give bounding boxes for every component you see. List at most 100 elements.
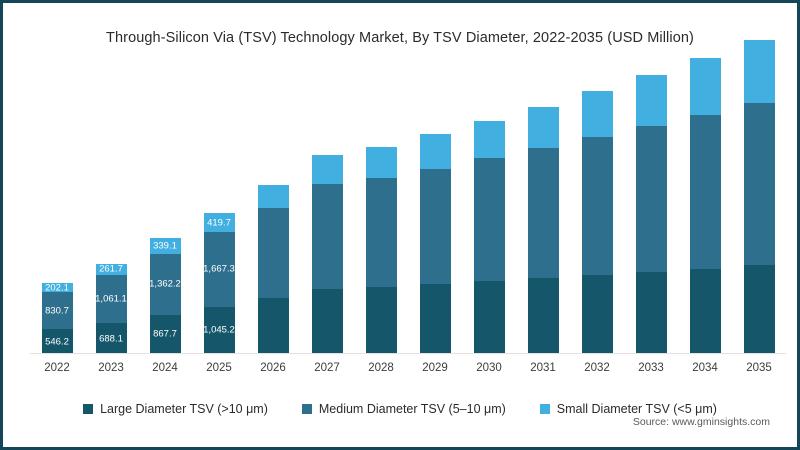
bar-value-label: 261.7 [99, 263, 123, 275]
bar-value-label: 830.7 [45, 304, 69, 316]
x-axis-tick-label: 2024 [152, 362, 178, 374]
bar-column[interactable]: 339.1 1,362.2 867.7 [138, 66, 192, 354]
bar-stack[interactable] [419, 134, 451, 354]
bar-segment[interactable]: 1,362.2 [149, 253, 181, 315]
bar-segment[interactable] [689, 268, 721, 354]
bar-group: 202.1 830.7 546.2 261.7 1,061.1 688.1 339.1 1,3… [30, 40, 786, 354]
bar-column[interactable] [246, 66, 300, 354]
bar-segment[interactable]: 830.7 [41, 292, 73, 330]
bar-stack[interactable] [311, 154, 343, 354]
legend-item[interactable]: Small Diameter TSV (<5 μm) [539, 402, 717, 416]
bar-segment[interactable] [635, 271, 667, 354]
bar-column[interactable] [570, 66, 624, 354]
bar-segment[interactable] [581, 274, 613, 354]
bar-segment[interactable] [635, 74, 667, 126]
bar-segment[interactable] [419, 168, 451, 284]
bar-stack[interactable] [743, 40, 775, 354]
bar-segment[interactable]: 1,667.3 [203, 231, 235, 307]
bar-stack[interactable] [473, 120, 505, 354]
bar-column[interactable] [354, 66, 408, 354]
x-axis-tick-label: 2022 [44, 362, 70, 374]
bar-stack[interactable] [365, 146, 397, 354]
bar-segment[interactable] [311, 154, 343, 184]
bar-segment[interactable] [311, 288, 343, 354]
legend-item[interactable]: Medium Diameter TSV (5–10 μm) [301, 402, 506, 416]
bar-value-label: 867.7 [153, 328, 177, 340]
bar-value-label: 339.1 [153, 240, 177, 252]
bar-stack[interactable] [635, 74, 667, 354]
bar-segment[interactable] [527, 148, 559, 278]
bar-segment[interactable]: 419.7 [203, 213, 235, 232]
bar-segment[interactable] [257, 298, 289, 354]
legend-swatch-icon [83, 404, 94, 414]
bar-segment[interactable] [581, 137, 613, 275]
bar-stack[interactable] [527, 106, 559, 354]
bar-segment[interactable]: 202.1 [41, 283, 73, 293]
legend-swatch-icon [539, 404, 550, 414]
x-axis-tick-label: 2034 [692, 362, 718, 374]
bar-stack[interactable]: 339.1 1,362.2 867.7 [149, 238, 181, 354]
bar-segment[interactable] [419, 283, 451, 354]
legend-label: Small Diameter TSV (<5 μm) [556, 402, 717, 416]
bar-column[interactable] [516, 66, 570, 354]
bar-segment[interactable] [581, 90, 613, 138]
bar-segment[interactable] [689, 114, 721, 269]
bar-column[interactable] [462, 66, 516, 354]
chart-legend: Large Diameter TSV (>10 μm) Medium Diamet… [8, 402, 792, 416]
bar-segment[interactable] [473, 158, 505, 281]
bar-segment[interactable] [365, 146, 397, 178]
bar-segment[interactable] [743, 103, 775, 266]
bar-segment[interactable] [311, 183, 343, 289]
chart-inner-frame: Through-Silicon Via (TSV) Technology Mar… [6, 6, 794, 444]
plot-area: 202.1 830.7 546.2 261.7 1,061.1 688.1 339.1 1,3… [30, 40, 786, 354]
bar-segment[interactable]: 339.1 [149, 238, 181, 254]
bar-column[interactable]: 419.7 1,667.3 1,045.2 [192, 66, 246, 354]
bar-stack[interactable]: 261.7 1,061.1 688.1 [95, 263, 127, 354]
bar-column[interactable] [678, 57, 732, 354]
bar-segment[interactable] [689, 57, 721, 115]
bar-segment[interactable] [257, 208, 289, 299]
bar-stack[interactable] [257, 184, 289, 354]
bar-segment[interactable] [257, 184, 289, 209]
x-axis-tick-label: 2033 [638, 362, 664, 374]
bar-segment[interactable]: 546.2 [41, 329, 73, 354]
bar-value-label: 1,362.2 [149, 278, 181, 290]
bar-stack[interactable] [689, 57, 721, 354]
bar-column[interactable] [624, 66, 678, 354]
legend-item[interactable]: Large Diameter TSV (>10 μm) [83, 402, 268, 416]
bar-stack[interactable]: 419.7 1,667.3 1,045.2 [203, 213, 235, 354]
bar-segment[interactable]: 1,045.2 [203, 306, 235, 354]
bar-segment[interactable]: 688.1 [95, 323, 127, 354]
bar-value-label: 419.7 [207, 216, 231, 228]
bar-segment[interactable] [527, 277, 559, 354]
x-axis-tick-label: 2025 [206, 362, 232, 374]
bar-column[interactable] [300, 66, 354, 354]
bar-segment[interactable] [473, 280, 505, 354]
bar-column[interactable] [408, 66, 462, 354]
bar-column[interactable] [732, 40, 786, 354]
bar-column[interactable]: 261.7 1,061.1 688.1 [84, 66, 138, 354]
bar-segment[interactable] [419, 134, 451, 169]
bar-segment[interactable] [743, 40, 775, 104]
bar-segment[interactable] [527, 106, 559, 149]
bar-segment[interactable] [473, 120, 505, 159]
bar-segment[interactable] [365, 177, 397, 287]
bar-value-label: 688.1 [99, 332, 123, 344]
bar-segment[interactable]: 1,061.1 [95, 275, 127, 324]
bar-value-label: 1,667.3 [203, 263, 235, 275]
x-axis-tick-label: 2032 [584, 362, 610, 374]
bar-segment[interactable] [365, 286, 397, 354]
bar-segment[interactable] [635, 125, 667, 272]
bar-segment[interactable]: 261.7 [95, 263, 127, 276]
bar-stack[interactable] [581, 90, 613, 354]
x-axis-tick-label: 2035 [746, 362, 772, 374]
bar-value-label: 546.2 [45, 335, 69, 347]
x-axis-tick-label: 2031 [530, 362, 556, 374]
bar-column[interactable]: 202.1 830.7 546.2 [30, 66, 84, 354]
bar-segment[interactable] [743, 265, 775, 354]
bar-segment[interactable]: 867.7 [149, 314, 181, 354]
bar-stack[interactable]: 202.1 830.7 546.2 [41, 283, 73, 354]
axis-baseline [30, 353, 786, 354]
x-axis-tick-label: 2023 [98, 362, 124, 374]
